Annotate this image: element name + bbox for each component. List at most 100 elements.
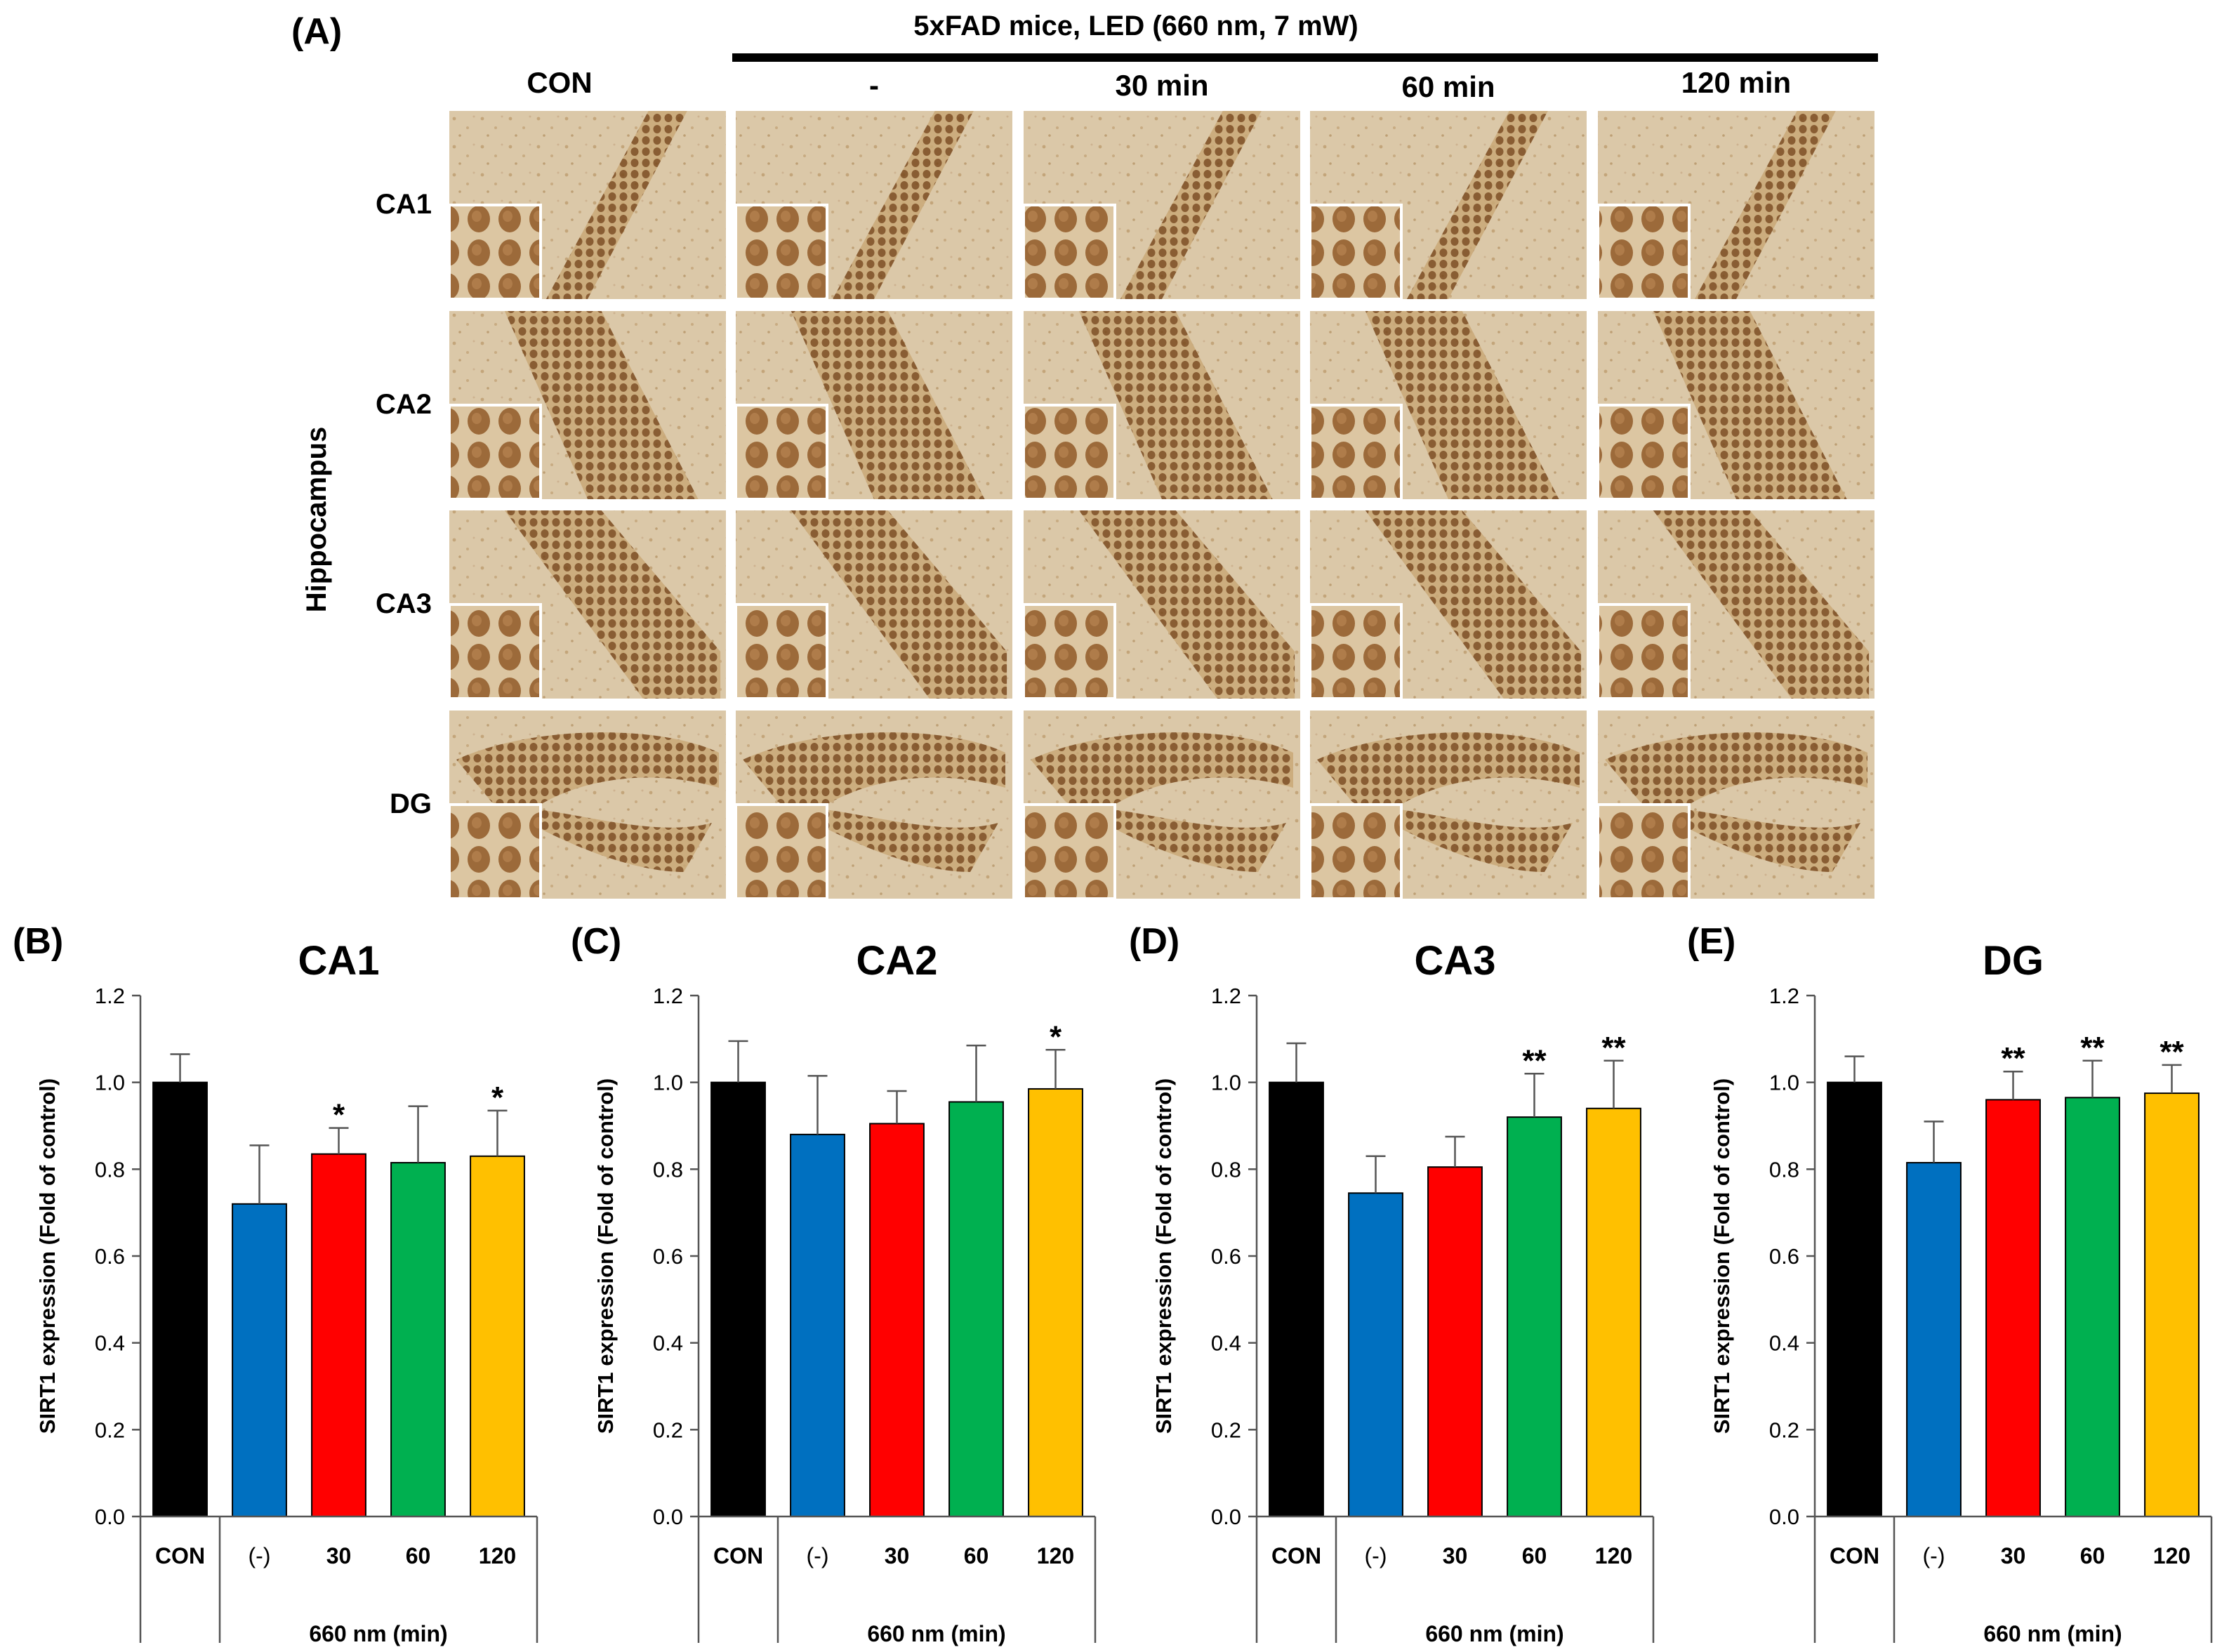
micrograph-dg-1 bbox=[734, 711, 1012, 900]
column-label-3: 60 min bbox=[1401, 70, 1495, 103]
significance-marker: ** bbox=[1522, 1043, 1547, 1078]
x-axis-label: 660 nm (min) bbox=[1983, 1621, 2122, 1646]
panel-letter: (C) bbox=[571, 921, 621, 962]
x-tick-label: CON bbox=[1271, 1543, 1321, 1568]
y-tick-label: 0.0 bbox=[95, 1505, 125, 1529]
bar-(-) bbox=[1906, 1162, 1962, 1517]
bar-CON bbox=[152, 1081, 208, 1517]
bar-CON bbox=[1827, 1081, 1882, 1517]
chart-ca3: (D) CA3 0.0 0.2 0.4 0.6 0.8 1.0 1.2 SIRT1 express… bbox=[1129, 921, 1655, 1646]
x-tick-label: 120 bbox=[1037, 1543, 1074, 1568]
bar-CON bbox=[710, 1081, 766, 1517]
bar-CON bbox=[1269, 1081, 1324, 1517]
chart-title: DG bbox=[1983, 938, 2044, 984]
bar-(-) bbox=[232, 1203, 287, 1517]
y-tick-label: 0.8 bbox=[653, 1157, 683, 1182]
bar-30 bbox=[869, 1123, 925, 1517]
y-tick-label: 1.2 bbox=[1211, 984, 1241, 1008]
x-tick-label: CON bbox=[713, 1543, 763, 1568]
y-tick-label: 1.2 bbox=[653, 984, 683, 1008]
bar-60 bbox=[390, 1162, 446, 1517]
x-tick-label: 120 bbox=[2153, 1543, 2190, 1568]
row-label-ca3: CA3 bbox=[376, 588, 432, 619]
significance-marker: ** bbox=[1601, 1031, 1626, 1065]
micrograph-ca2-4 bbox=[1596, 311, 1874, 501]
panel-letter: (E) bbox=[1687, 921, 1735, 962]
micrograph-ca2-3 bbox=[1309, 311, 1587, 501]
micrograph-ca3-3 bbox=[1309, 510, 1587, 700]
y-tick-label: 0.4 bbox=[653, 1331, 683, 1356]
micrograph-ca3-0 bbox=[448, 510, 726, 700]
significance-marker: * bbox=[491, 1081, 504, 1115]
panel-letter: (D) bbox=[1129, 921, 1179, 962]
y-tick-label: 0.2 bbox=[95, 1418, 125, 1442]
micrograph-ca1-3 bbox=[1309, 111, 1587, 300]
y-tick-label: 1.0 bbox=[95, 1071, 125, 1095]
x-tick-label: 30 bbox=[326, 1543, 352, 1568]
x-tick-label: 30 bbox=[885, 1543, 910, 1568]
micrograph-ca3-2 bbox=[1022, 510, 1300, 700]
y-tick-label: 0.0 bbox=[1769, 1505, 1799, 1529]
micrograph-ca1-1 bbox=[734, 111, 1012, 300]
y-tick-label: 0.2 bbox=[653, 1418, 683, 1442]
x-axis-label: 660 nm (min) bbox=[309, 1621, 447, 1646]
micrograph-ca2-0 bbox=[448, 311, 726, 501]
y-tick-label: 0.0 bbox=[653, 1505, 683, 1529]
x-tick-label: 120 bbox=[479, 1543, 516, 1568]
y-tick-label: 0.8 bbox=[1769, 1157, 1799, 1182]
y-tick-label: 1.0 bbox=[653, 1071, 683, 1095]
y-tick-label: 0.6 bbox=[95, 1244, 125, 1269]
chart-dg: (E) DG 0.0 0.2 0.4 0.6 0.8 1.0 1.2 SIRT1 expressi… bbox=[1687, 921, 2213, 1646]
y-tick-label: 0.6 bbox=[1211, 1244, 1241, 1269]
y-tick-label: 0.0 bbox=[1211, 1505, 1241, 1529]
y-tick-label: 0.8 bbox=[95, 1157, 125, 1182]
y-tick-label: 0.4 bbox=[1211, 1331, 1241, 1356]
bar-30 bbox=[1985, 1099, 2041, 1517]
x-tick-label: CON bbox=[155, 1543, 205, 1568]
x-tick-label: CON bbox=[1830, 1543, 1879, 1568]
y-tick-label: 0.2 bbox=[1211, 1418, 1241, 1442]
micrograph-dg-2 bbox=[1022, 711, 1300, 900]
row-label-dg: DG bbox=[390, 788, 432, 819]
bar-30 bbox=[311, 1153, 366, 1518]
chart-ca1: (B) CA1 0.0 0.2 0.4 0.6 0.8 1.0 1.2 SIRT1 express… bbox=[13, 921, 538, 1646]
y-axis-label: SIRT1 expression (Fold of control) bbox=[35, 1078, 60, 1434]
x-tick-label: 60 bbox=[1522, 1543, 1547, 1568]
x-tick-label: 30 bbox=[2001, 1543, 2026, 1568]
y-tick-label: 1.0 bbox=[1211, 1071, 1241, 1095]
chart-ca2: (C) CA2 0.0 0.2 0.4 0.6 0.8 1.0 1.2 SIRT1 express… bbox=[571, 921, 1097, 1646]
y-tick-label: 0.6 bbox=[653, 1244, 683, 1269]
micrograph-ca1-0 bbox=[448, 111, 726, 300]
x-tick-label: (-) bbox=[1923, 1543, 1945, 1568]
significance-marker: ** bbox=[2160, 1035, 2184, 1069]
significance-marker: * bbox=[1050, 1019, 1062, 1054]
significance-marker: * bbox=[333, 1098, 345, 1132]
bar-(-) bbox=[790, 1133, 845, 1518]
panel-a-letter: (A) bbox=[291, 11, 342, 52]
y-tick-label: 0.4 bbox=[1769, 1331, 1799, 1356]
y-tick-label: 1.2 bbox=[95, 984, 125, 1008]
x-tick-label: (-) bbox=[1365, 1543, 1387, 1568]
x-tick-label: 30 bbox=[1443, 1543, 1468, 1568]
x-tick-label: (-) bbox=[249, 1543, 271, 1568]
significance-marker: ** bbox=[2080, 1031, 2105, 1065]
row-group-label: Hippocampus bbox=[301, 427, 332, 612]
bar-120 bbox=[1028, 1088, 1083, 1518]
micrograph-dg-3 bbox=[1309, 711, 1587, 900]
bar-120 bbox=[470, 1155, 525, 1517]
bar-60 bbox=[2065, 1097, 2120, 1517]
row-label-ca1: CA1 bbox=[376, 189, 432, 220]
micrograph-ca3-1 bbox=[734, 510, 1012, 700]
chart-title: CA3 bbox=[1414, 938, 1495, 984]
y-tick-label: 0.6 bbox=[1769, 1244, 1799, 1269]
y-axis-label: SIRT1 expression (Fold of control) bbox=[1151, 1078, 1176, 1434]
y-tick-label: 0.2 bbox=[1769, 1418, 1799, 1442]
y-axis-label: SIRT1 expression (Fold of control) bbox=[1710, 1078, 1734, 1434]
y-axis-label: SIRT1 expression (Fold of control) bbox=[593, 1078, 618, 1434]
micrograph-dg-4 bbox=[1596, 711, 1874, 900]
bar-120 bbox=[1586, 1107, 1641, 1517]
micrograph-ca3-4 bbox=[1596, 510, 1874, 700]
panel-letter: (B) bbox=[13, 921, 63, 962]
bar-(-) bbox=[1348, 1192, 1403, 1517]
micrograph-ca2-1 bbox=[734, 311, 1012, 501]
